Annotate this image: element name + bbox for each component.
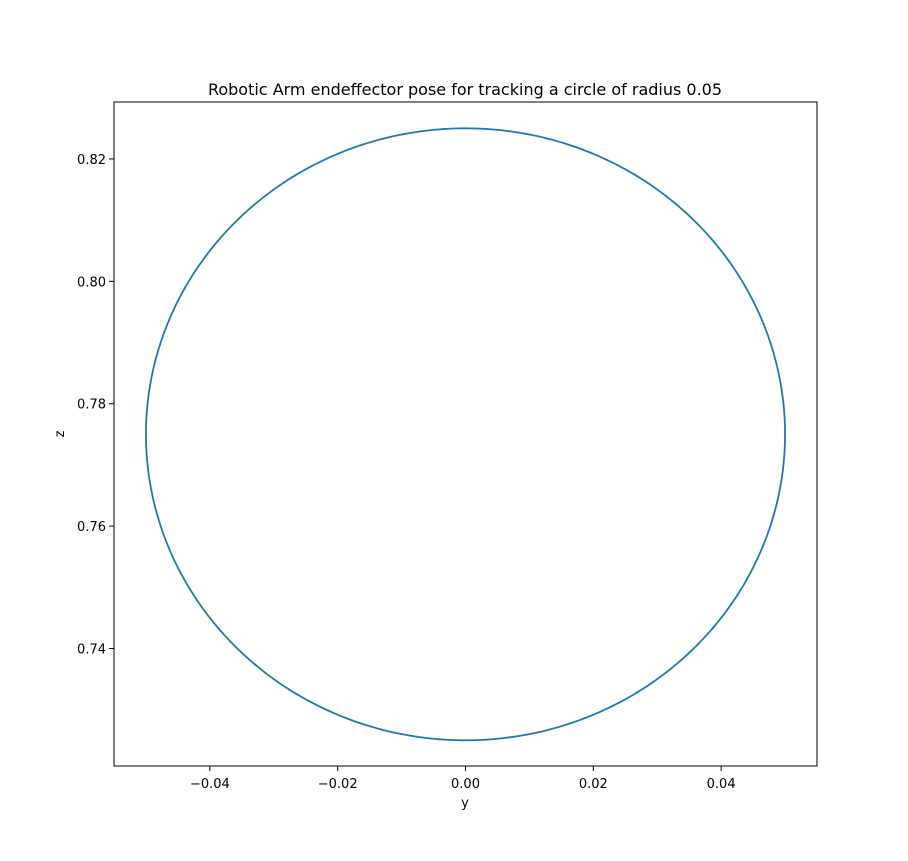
x-axis-label: y <box>461 796 469 811</box>
y-tick-label: 0.82 <box>77 153 106 168</box>
y-tick-label: 0.80 <box>77 275 106 290</box>
y-axis-label: z <box>53 430 68 437</box>
y-tick-label: 0.76 <box>77 520 106 535</box>
x-tick-label: 0.02 <box>579 777 608 792</box>
chart-title: Robotic Arm endeffector pose for trackin… <box>208 80 722 99</box>
x-tick-label: −0.02 <box>318 777 358 792</box>
axes-frame <box>113 101 818 767</box>
series-line <box>145 127 786 742</box>
y-tick-label: 0.74 <box>77 642 106 657</box>
plot-area <box>145 127 786 742</box>
x-tick-label: 0.04 <box>707 777 736 792</box>
y-axis: 0.74 0.76 0.78 0.80 0.82 <box>77 153 114 657</box>
x-axis: −0.04 −0.02 0.00 0.02 0.04 <box>190 766 736 792</box>
x-tick-label: −0.04 <box>190 777 230 792</box>
y-tick-label: 0.78 <box>77 398 106 413</box>
x-tick-label: 0.00 <box>451 777 480 792</box>
